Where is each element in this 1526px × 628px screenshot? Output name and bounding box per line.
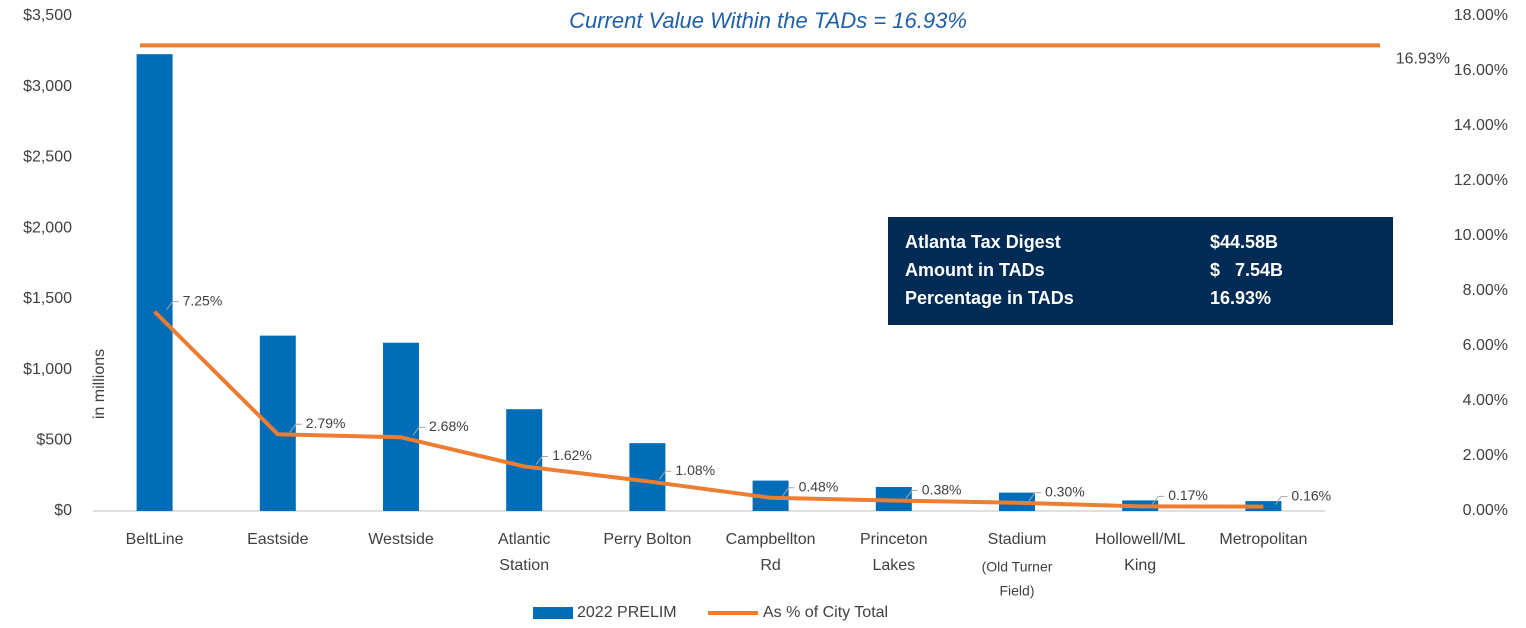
data-label-leader (905, 490, 918, 499)
y2-tick-label: 6.00% (1463, 337, 1508, 354)
y2-tick-label: 8.00% (1463, 282, 1508, 299)
info-value: $44.58B (1210, 232, 1278, 252)
info-value: 16.93% (1210, 288, 1271, 308)
y2-tick-label: 18.00% (1454, 7, 1508, 24)
line (153, 310, 1264, 509)
data-label-leader (412, 426, 425, 436)
info-label: Percentage in TADs (905, 288, 1074, 308)
y2-tick-label: 16.00% (1454, 62, 1508, 79)
x-tick-label: King (1124, 557, 1156, 574)
y2-tick-label: 2.00% (1463, 447, 1508, 464)
info-box (888, 217, 1393, 325)
info-label: Atlanta Tax Digest (905, 232, 1061, 252)
bar (629, 443, 666, 511)
y-tick-label: $3,000 (23, 78, 72, 95)
data-label-leader (166, 301, 179, 310)
chart-title: Current Value Within the TADs = 16.93% (569, 8, 967, 33)
x-tick-label: Rd (760, 557, 780, 574)
data-label: 2.79% (306, 415, 346, 431)
x-tick-label: Field) (999, 583, 1034, 599)
y2-tick-label: 0.00% (1463, 502, 1508, 519)
x-tick-label: Campbellton (726, 531, 816, 548)
x-tick-label: Station (499, 557, 549, 574)
legend-swatch (533, 607, 573, 619)
y-tick-label: $500 (36, 432, 72, 449)
x-tick-label: Princeton (860, 531, 928, 548)
y-tick-label: $1,000 (23, 361, 72, 378)
y-tick-label: $0 (54, 502, 72, 519)
data-label: 0.38% (922, 481, 962, 497)
data-label: 0.48% (799, 479, 839, 495)
data-label-leader (659, 470, 672, 480)
y-tick-label: $2,500 (23, 149, 72, 166)
x-tick-label: Stadium (988, 531, 1047, 548)
x-tick-label: BeltLine (126, 531, 184, 548)
x-tick-label: Lakes (872, 557, 915, 574)
bar (383, 342, 419, 511)
y-tick-label: $1,500 (23, 290, 72, 307)
bar (136, 54, 173, 511)
y2-tick-label: 14.00% (1454, 117, 1508, 134)
data-label: 0.30% (1045, 483, 1085, 499)
y2-tick-label: 10.00% (1454, 227, 1508, 244)
y2-tick-label: 12.00% (1454, 172, 1508, 189)
data-label: 2.68% (429, 418, 469, 434)
data-label-leader (782, 487, 795, 497)
data-label: 1.62% (552, 447, 592, 463)
data-label-leader (1275, 496, 1288, 505)
data-label: 7.25% (183, 292, 223, 308)
data-label: 1.08% (675, 462, 715, 478)
data-label-leader (1028, 492, 1041, 502)
info-label: Amount in TADs (905, 260, 1045, 280)
y-tick-label: $3,500 (23, 7, 72, 24)
data-label-leader (535, 455, 549, 465)
y-tick-label: $2,000 (23, 219, 72, 236)
x-tick-label: Hollowell/ML (1095, 531, 1186, 548)
data-label-leader (289, 423, 302, 433)
y-axis-label: in millions (91, 349, 108, 419)
legend-label: 2022 PRELIM (577, 604, 677, 621)
legend-label: As % of City Total (763, 604, 888, 621)
x-tick-label: (Old Turner (982, 559, 1053, 575)
bar (506, 409, 543, 511)
x-tick-label: Westside (368, 531, 434, 548)
x-tick-label: Eastside (247, 531, 308, 548)
data-label: 0.16% (1291, 487, 1331, 503)
x-tick-label: Perry Bolton (603, 531, 691, 548)
data-label-leader (1151, 495, 1165, 505)
x-tick-label: Metropolitan (1219, 531, 1307, 548)
info-value: $ 7.54B (1210, 260, 1283, 280)
reference-label: 16.93% (1396, 51, 1450, 68)
data-label: 0.17% (1168, 487, 1208, 503)
x-tick-label: Atlantic (498, 531, 550, 548)
y2-tick-label: 4.00% (1463, 392, 1508, 409)
